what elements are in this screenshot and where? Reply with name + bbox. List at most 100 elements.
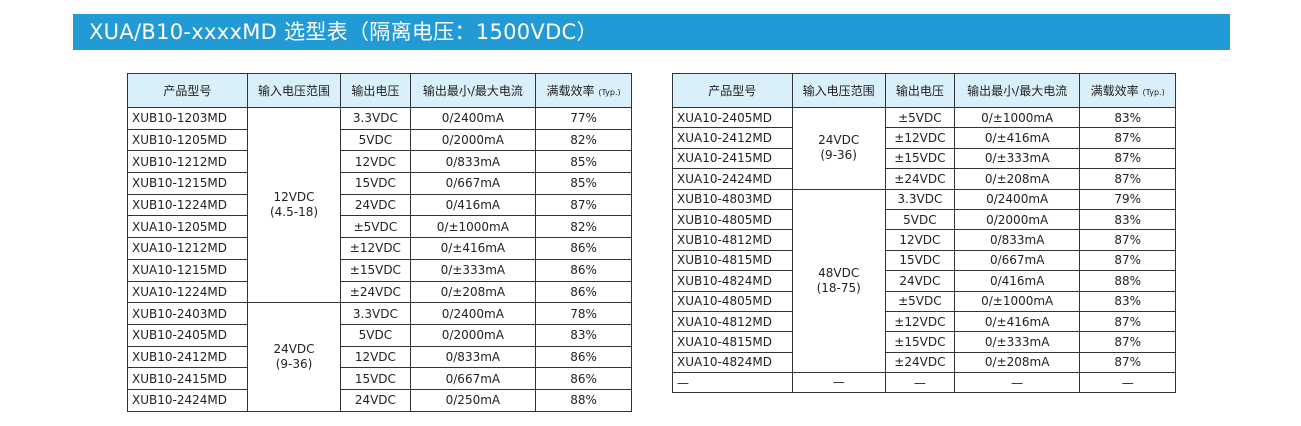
output-current-cell: 0/±333mA xyxy=(953,331,1081,353)
table-row: XUB10-4812MD 12VDC 0/833mA 87% xyxy=(672,229,1176,251)
output-current-cell: 0/±1000mA xyxy=(953,290,1081,312)
header-output-voltage: 输出电压 xyxy=(884,73,955,108)
output-current-cell: 0/±208mA xyxy=(953,351,1081,374)
output-current-cell: 0/250mA xyxy=(409,388,537,412)
header-label: 输出最小/最大电流 xyxy=(967,84,1068,98)
output-voltage-cell: ±12VDC xyxy=(340,237,411,260)
output-current-cell: 0/2400mA xyxy=(409,107,537,130)
output-voltage-cell: 5VDC xyxy=(884,208,955,231)
output-voltage-cell: 15VDC xyxy=(884,249,955,272)
input-voltage-cell: 48VDC (18-75) xyxy=(791,188,886,374)
output-voltage-cell: 3.3VDC xyxy=(340,302,411,325)
efficiency-cell: 87% xyxy=(1079,147,1176,170)
input-voltage-text: (9-36) xyxy=(275,356,313,371)
table-row: XUB10-4803MD 48VDC (18-75) 3.3VDC 0/2400mA 79… xyxy=(672,188,1176,374)
model-cell: XUA10-4812MD xyxy=(672,310,793,333)
table-row: XUB10-2403MD 24VDC (9-36) 3.3VDC 0/2400mA 78% xyxy=(127,302,632,412)
input-voltage-text: (18-75) xyxy=(816,280,861,295)
model-cell: XUB10-1205MD xyxy=(127,128,248,152)
model-cell: XUA10-1205MD xyxy=(127,215,248,239)
model-cell: XUA10-4815MD xyxy=(672,331,793,353)
output-voltage-cell: 3.3VDC xyxy=(884,188,955,210)
efficiency-cell: 83% xyxy=(1079,290,1176,312)
output-voltage-cell: ±5VDC xyxy=(884,106,955,129)
output-voltage-cell: 24VDC xyxy=(340,388,411,412)
efficiency-cell: 83% xyxy=(1079,208,1176,231)
table-row: XUB10-1212MD 12VDC 0/833mA 85% xyxy=(127,150,632,174)
input-voltage-text: 48VDC xyxy=(818,265,860,280)
output-current-cell: 0/±333mA xyxy=(409,258,537,282)
model-cell: XUA10-1212MD xyxy=(127,237,248,260)
header-output-current: 输出最小/最大电流 xyxy=(953,73,1081,108)
header-label: 输入电压范围 xyxy=(802,84,875,98)
output-voltage-cell: 24VDC xyxy=(340,193,411,217)
efficiency-cell: 87% xyxy=(1079,351,1176,374)
model-cell: XUB10-2405MD xyxy=(127,323,248,347)
table-row: XUA10-4824MD ±24VDC 0/±208mA 87% xyxy=(672,351,1176,374)
output-current-cell: 0/±1000mA xyxy=(953,106,1081,129)
efficiency-cell: 86% xyxy=(535,367,632,390)
header-input-voltage: 输入电压范围 xyxy=(791,73,886,108)
efficiency-cell: 83% xyxy=(1079,106,1176,129)
page-title: XUA/B10-xxxxMD 选型表（隔离电压：1500VDC） xyxy=(73,14,1230,50)
input-voltage-cell: — xyxy=(791,372,886,394)
header-label: 产品型号 xyxy=(708,84,757,98)
table-row: XUA10-4812MD ±12VDC 0/±416mA 87% xyxy=(672,310,1176,333)
header-model: 产品型号 xyxy=(672,73,793,108)
selection-table-right: 产品型号 输入电压范围 输出电压 输出最小/最大电流 满载效率 (Typ.) XUA10-… xyxy=(672,73,1176,394)
input-voltage-cell: 12VDC (4.5-18) xyxy=(246,106,342,304)
table-row: XUA10-4815MD ±15VDC 0/±333mA 87% xyxy=(672,331,1176,353)
output-voltage-cell: ±24VDC xyxy=(884,168,955,190)
model-cell: XUB10-2415MD xyxy=(127,367,248,390)
model-cell: XUB10-2412MD xyxy=(127,345,248,369)
efficiency-cell: 83% xyxy=(535,323,632,347)
input-voltage-cell: 24VDC (9-36) xyxy=(246,302,342,412)
table-row: XUA10-2424MD ±24VDC 0/±208mA 87% xyxy=(672,168,1176,190)
efficiency-cell: 78% xyxy=(535,302,632,325)
table-row: XUB10-1224MD 24VDC 0/416mA 87% xyxy=(127,193,632,217)
efficiency-cell: 87% xyxy=(535,193,632,217)
input-voltage-cell: 24VDC (9-36) xyxy=(791,107,886,190)
header-row: 产品型号 输入电压范围 输出电压 输出最小/最大电流 满载效率 (Typ.) xyxy=(672,73,1176,108)
input-voltage-text: 24VDC xyxy=(818,133,860,148)
model-cell: XUB10-1224MD xyxy=(127,193,248,217)
output-current-cell: 0/±416mA xyxy=(953,310,1081,333)
output-voltage-cell: 3.3VDC xyxy=(340,107,411,130)
efficiency-cell: 82% xyxy=(535,128,632,152)
output-current-cell: 0/2000mA xyxy=(409,323,537,347)
model-cell: XUB10-4824MD xyxy=(672,270,793,292)
output-current-cell: 0/2000mA xyxy=(409,128,537,152)
table-row: XUB10-2415MD 15VDC 0/667mA 86% xyxy=(127,367,632,390)
output-current-cell: 0/±208mA xyxy=(953,168,1081,190)
model-cell: XUB10-2403MD xyxy=(127,302,248,325)
output-current-cell: 0/667mA xyxy=(409,367,537,390)
output-current-cell: 0/833mA xyxy=(409,345,537,369)
output-voltage-cell: ±5VDC xyxy=(884,290,955,312)
table-row: XUB10-4805MD 5VDC 0/2000mA 83% xyxy=(672,208,1176,231)
model-cell: XUB10-4815MD xyxy=(672,249,793,272)
output-voltage-cell: 24VDC xyxy=(884,270,955,292)
efficiency-cell: — xyxy=(1079,372,1176,394)
efficiency-cell: 82% xyxy=(535,215,632,239)
model-cell: XUB10-1215MD xyxy=(127,172,248,195)
table-row: XUB10-2405MD 5VDC 0/2000mA 83% xyxy=(127,323,632,347)
header-output-current: 输出最小/最大电流 xyxy=(409,73,537,108)
input-voltage-text: 12VDC xyxy=(273,190,315,205)
table-row: XUA10-2415MD ±15VDC 0/±333mA 87% xyxy=(672,147,1176,170)
typ-label: (Typ.) xyxy=(598,88,621,97)
output-current-cell: 0/±416mA xyxy=(409,237,537,260)
output-voltage-cell: ±12VDC xyxy=(884,127,955,149)
output-current-cell: 0/2400mA xyxy=(409,302,537,325)
model-cell: XUB10-4805MD xyxy=(672,208,793,231)
table-row: XUA10-1212MD ±12VDC 0/±416mA 86% xyxy=(127,237,632,260)
header-label: 输出电压 xyxy=(895,84,944,98)
table-row: XUB10-2424MD 24VDC 0/250mA 88% xyxy=(127,388,632,412)
model-cell: XUB10-1212MD xyxy=(127,150,248,174)
header-label: 满载效率 xyxy=(546,84,595,98)
header-label: 输出电压 xyxy=(351,84,400,98)
model-cell: XUB10-4812MD xyxy=(672,229,793,251)
output-voltage-cell: ±15VDC xyxy=(340,258,411,282)
model-cell: XUA10-2412MD xyxy=(672,127,793,149)
output-current-cell: 0/2000mA xyxy=(953,208,1081,231)
model-cell: XUA10-1224MD xyxy=(127,280,248,304)
